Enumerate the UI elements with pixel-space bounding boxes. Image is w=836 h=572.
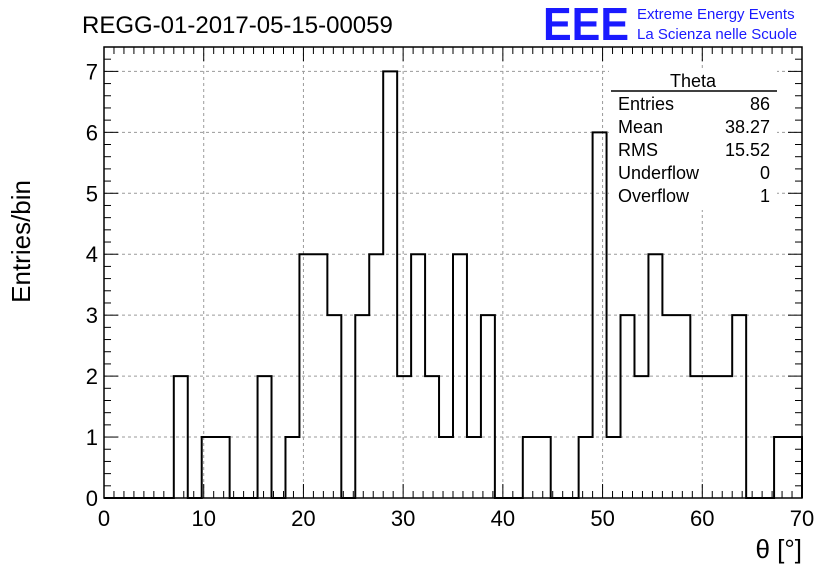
logo-mark: EEE [543, 0, 629, 50]
histogram-bin [481, 315, 495, 498]
x-tick-label: 30 [391, 506, 415, 531]
y-tick-label: 2 [86, 364, 98, 389]
stats-row-label: Entries [618, 94, 674, 114]
histogram-bin [327, 315, 341, 498]
histogram-bin [258, 376, 272, 498]
stats-row-label: Mean [618, 117, 663, 137]
y-tick-label: 7 [86, 59, 98, 84]
x-tick-label: 60 [690, 506, 714, 531]
eee-logo: EEE Extreme Energy Events La Scienza nel… [543, 0, 797, 50]
logo-line2: La Scienza nelle Scuole [637, 26, 797, 43]
stats-row-label: Overflow [618, 186, 690, 206]
histogram-bin [439, 437, 453, 498]
stats-row-label: Underflow [618, 163, 700, 183]
histogram-bin [467, 437, 481, 498]
histogram-bin [523, 437, 537, 498]
logo-line1: Extreme Energy Events [637, 6, 795, 23]
histogram-bin [662, 315, 676, 498]
y-tick-label: 0 [86, 486, 98, 511]
stats-box-bg [609, 70, 777, 210]
y-tick-label: 3 [86, 303, 98, 328]
x-tick-labels: 0 10 20 30 40 50 60 70 [98, 506, 814, 531]
x-tick-label: 40 [491, 506, 515, 531]
histogram-bin [788, 437, 802, 498]
histogram-bin [285, 437, 299, 498]
histogram-bin [355, 315, 369, 498]
histogram-bin [216, 437, 230, 498]
x-tick-label: 50 [590, 506, 614, 531]
y-tick-label: 1 [86, 425, 98, 450]
stats-row-value: 86 [750, 94, 770, 114]
stats-row-value: 0 [760, 163, 770, 183]
x-tick-label: 70 [790, 506, 814, 531]
histogram-bin [621, 315, 635, 498]
histogram-bin [299, 254, 313, 498]
y-tick-label: 4 [86, 242, 98, 267]
axis-ticks [103, 46, 803, 499]
stats-row-label: RMS [618, 140, 658, 160]
stats-title: Theta [670, 71, 717, 91]
histogram-bin [537, 437, 551, 498]
histogram-bin [174, 376, 188, 498]
stats-row-value: 1 [760, 186, 770, 206]
histogram-bin [383, 71, 397, 498]
y-tick-label: 5 [86, 181, 98, 206]
y-tick-labels: 0 1 2 3 4 5 6 7 [86, 59, 98, 511]
histogram-bin [774, 437, 788, 498]
y-tick-label: 6 [86, 120, 98, 145]
histogram-bin [732, 315, 746, 498]
chart-title: REGG-01-2017-05-15-00059 [82, 12, 393, 39]
stats-box: Theta Entries 86 Mean 38.27 RMS 15.52 Underflo… [609, 70, 777, 210]
x-axis-label: θ [°] [755, 534, 802, 564]
histogram-bin [607, 437, 621, 498]
histogram-bin [579, 437, 593, 498]
x-tick-label: 0 [98, 506, 110, 531]
y-axis-label: Entries/bin [6, 180, 36, 303]
histogram-bin [676, 315, 690, 498]
stats-row-value: 15.52 [725, 140, 770, 160]
x-tick-label: 20 [291, 506, 315, 531]
stats-row-value: 38.27 [725, 117, 770, 137]
x-tick-label: 10 [191, 506, 215, 531]
